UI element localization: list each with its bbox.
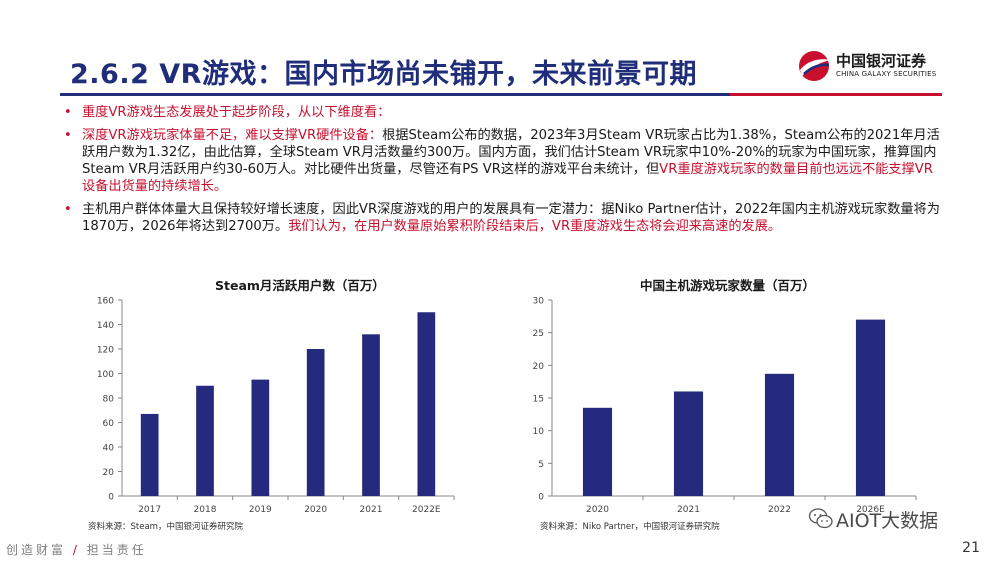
title-divider — [60, 93, 730, 96]
galaxy-logo-icon — [799, 51, 830, 81]
logo-english-name: CHINA GALAXY SECURITIES — [836, 70, 937, 78]
bar — [140, 413, 159, 496]
bar — [251, 379, 270, 496]
chart-source-console: 资料来源：Niko Partner，中国银河证券研究院 — [540, 522, 720, 532]
bar — [417, 312, 436, 496]
watermark: AIOT大数据 — [808, 504, 983, 532]
y-tick-label: 140 — [97, 321, 114, 331]
y-tick-label: 40 — [103, 444, 115, 454]
title-divider-accent — [730, 93, 942, 96]
bullet-dot-icon: • — [64, 202, 72, 217]
bullet-item: • 深度VR游戏玩家体量不足，难以支撑VR硬件设备：根据Steam公布的数据，2… — [62, 127, 942, 195]
x-tick-label: 2020 — [586, 505, 609, 515]
y-tick-label: 80 — [103, 395, 115, 405]
bar — [196, 385, 214, 496]
x-tick-label: 2022E — [412, 505, 441, 515]
bullet-dot-icon: • — [64, 105, 72, 120]
bullet-text: 根据Steam公布的数据，2023年3月Steam VR玩家占比为1.38%，S… — [82, 128, 940, 177]
x-tick-label: 2022 — [768, 505, 791, 515]
x-tick-label: 2020 — [304, 505, 327, 515]
x-tick-label: 2026E — [856, 505, 885, 515]
y-tick-label: 60 — [103, 419, 115, 429]
chart-source-steam: 资料来源：Steam，中国银河证券研究院 — [88, 522, 243, 532]
bullet-list: • 重度VR游戏生态发展处于起步阶段，从以下维度看： • 深度VR游戏玩家体量不… — [62, 104, 942, 241]
x-tick-label: 2021 — [677, 505, 700, 515]
bullet-text-highlight: 深度VR游戏玩家体量不足，难以支撑VR硬件设备： — [82, 128, 383, 143]
bullet-text-highlight: VR重度游戏玩家的数量目前也远远不能支撑VR设备出货量的持续增长。 — [82, 162, 933, 194]
y-tick-label: 120 — [97, 346, 114, 356]
bullet-text: 主机用户群体体量大且保持较好增长速度，因此VR深度游戏的用户的发展具有一定潜力：… — [82, 202, 940, 234]
y-tick-label: 10 — [533, 427, 545, 437]
logo-chinese-name: 中国银河证券 — [836, 52, 927, 70]
bar — [582, 407, 613, 496]
footer-slogan-a: 创造财富 — [6, 543, 67, 557]
slide-title: 2.6.2 VR游戏：国内市场尚未铺开，未来前景可期 — [70, 59, 697, 90]
y-tick-label: 20 — [533, 362, 545, 372]
x-tick-label: 2021 — [360, 505, 383, 515]
bar — [306, 349, 325, 496]
bar — [673, 391, 704, 496]
bar — [764, 373, 795, 496]
bar — [362, 334, 380, 496]
x-tick-label: 2019 — [249, 505, 272, 515]
y-tick-label: 0 — [108, 493, 114, 503]
bullet-dot-icon: • — [64, 128, 72, 143]
x-tick-label: 2018 — [194, 505, 217, 515]
steam-mau-bar-chart: 0 20 40 60 80 100 120 140 160 2017 2018 2019 2020 202… — [97, 297, 455, 515]
y-tick-label: 0 — [538, 493, 544, 503]
chart-title-steam: Steam月活跃用户数（百万） — [215, 278, 385, 293]
bullet-item: • 重度VR游戏生态发展处于起步阶段，从以下维度看： — [62, 104, 942, 121]
bullet-text: 重度VR游戏生态发展处于起步阶段，从以下维度看： — [82, 105, 391, 120]
y-tick-label: 100 — [97, 370, 114, 380]
y-tick-label: 5 — [538, 460, 544, 470]
footer-slogan-b: 担当责任 — [86, 543, 147, 557]
chart-title-console: 中国主机游戏玩家数量（百万） — [640, 278, 816, 293]
y-tick-label: 160 — [97, 297, 114, 307]
y-tick-label: 20 — [103, 468, 115, 478]
y-tick-label: 30 — [533, 297, 545, 307]
footer-slash: / — [72, 543, 80, 557]
page-number: 21 — [962, 540, 980, 556]
china-console-players-bar-chart: 0 5 10 15 20 25 30 2020 2021 2022 2026E — [533, 297, 917, 515]
bullet-text-highlight: 我们认为，在用户数量原始累积阶段结束后，VR重度游戏生态将会迎来高速的发展。 — [288, 219, 782, 234]
bar — [855, 319, 886, 496]
y-tick-label: 25 — [533, 329, 544, 339]
footer-slogan: 创造财富 / 担当责任 — [6, 541, 147, 558]
y-tick-label: 15 — [533, 395, 544, 405]
x-tick-label: 2017 — [138, 505, 161, 515]
company-logo: 中国银河证券 CHINA GALAXY SECURITIES — [796, 48, 936, 84]
bullet-item: • 主机用户群体体量大且保持较好增长速度，因此VR深度游戏的用户的发展具有一定潜… — [62, 201, 942, 235]
wechat-icon — [808, 508, 833, 529]
watermark-text: AIOT大数据 — [836, 510, 939, 532]
